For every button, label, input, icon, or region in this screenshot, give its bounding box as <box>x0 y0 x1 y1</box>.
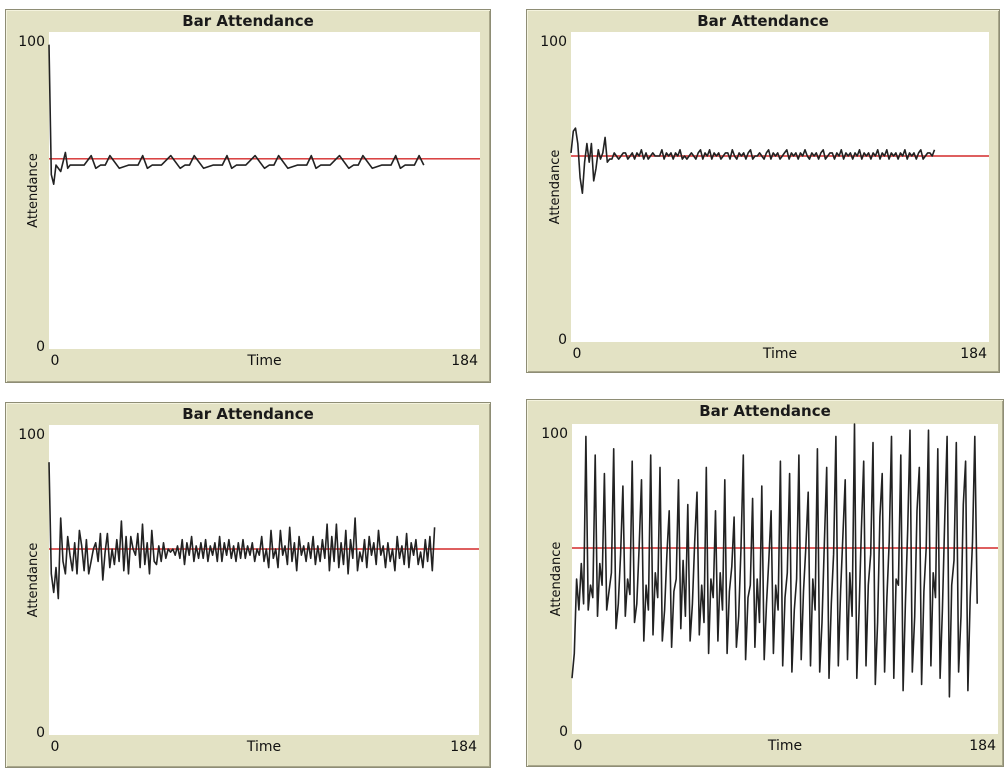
chart-panel-4: Bar Attendance 100 0 Attendance 0 184 Time <box>526 399 1004 767</box>
y-tick-label-max: 100 <box>18 427 45 443</box>
x-tick-label-min: 0 <box>574 738 583 754</box>
y-tick-label-min: 0 <box>559 724 568 740</box>
chart-title: Bar Attendance <box>697 12 829 30</box>
y-tick-label-max: 100 <box>541 426 568 442</box>
chart-svg: Bar Attendance 100 0 Attendance 0 184 Time <box>540 12 989 362</box>
chart-title: Bar Attendance <box>182 405 314 423</box>
chart-panel-2: Bar Attendance 100 0 Attendance 0 184 Time <box>526 9 1000 373</box>
chart-svg: Bar Attendance 100 0 Attendance 0 184 Time <box>18 405 479 755</box>
attendance-series-line <box>48 462 436 600</box>
x-tick-label-min: 0 <box>51 353 60 369</box>
y-axis-label: Attendance <box>26 153 41 228</box>
x-tick-label-max: 184 <box>969 738 996 754</box>
y-tick-label-min: 0 <box>558 332 567 348</box>
x-axis-label: Time <box>246 739 281 755</box>
plot-area <box>49 32 480 349</box>
chart-title: Bar Attendance <box>699 402 831 420</box>
chart-svg: Bar Attendance 100 0 Attendance 0 184 Time <box>541 402 998 754</box>
x-tick-label-max: 184 <box>450 739 477 755</box>
attendance-series-line <box>570 127 936 194</box>
chart-title: Bar Attendance <box>182 12 314 30</box>
x-axis-label: Time <box>767 738 802 754</box>
y-tick-label-max: 100 <box>18 34 45 50</box>
y-axis-label: Attendance <box>548 150 563 225</box>
attendance-series-line <box>571 423 978 698</box>
chart-panel-1: Bar Attendance 100 0 Attendance 0 184 Time <box>5 9 491 383</box>
x-tick-label-max: 184 <box>960 346 987 362</box>
x-tick-label-max: 184 <box>451 353 478 369</box>
x-axis-label: Time <box>246 353 281 369</box>
attendance-series-line <box>48 44 425 185</box>
y-axis-label: Attendance <box>26 543 41 618</box>
x-axis-label: Time <box>762 346 797 362</box>
plot-area <box>571 32 989 342</box>
y-tick-label-min: 0 <box>36 339 45 355</box>
y-tick-label-max: 100 <box>540 34 567 50</box>
x-tick-label-min: 0 <box>51 739 60 755</box>
plot-area <box>49 425 479 735</box>
x-tick-label-min: 0 <box>573 346 582 362</box>
y-tick-label-min: 0 <box>36 725 45 741</box>
chart-panel-3: Bar Attendance 100 0 Attendance 0 184 Time <box>5 402 491 768</box>
chart-svg: Bar Attendance 100 0 Attendance 0 184 Time <box>18 12 480 369</box>
y-axis-label: Attendance <box>549 542 564 617</box>
